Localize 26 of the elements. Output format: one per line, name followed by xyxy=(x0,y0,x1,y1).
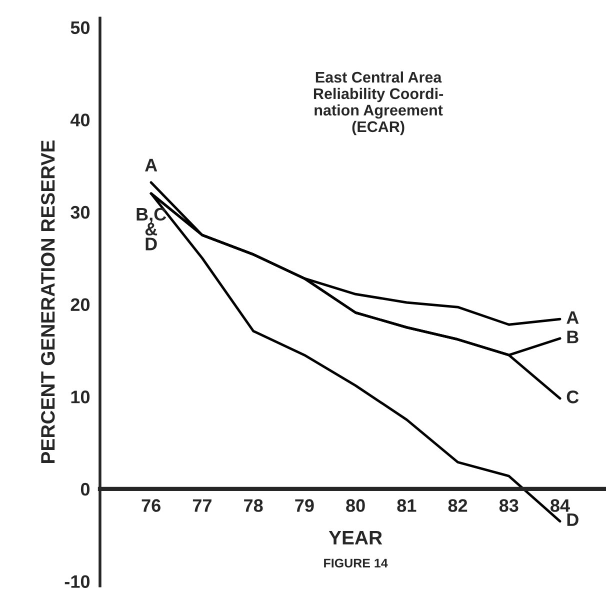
x-tick-label: 84 xyxy=(550,499,570,512)
y-axis-title: PERCENT GENERATION RESERVE xyxy=(41,140,55,463)
y-tick-label: 50 xyxy=(70,21,90,34)
x-tick-label: 78 xyxy=(244,499,263,512)
x-tick-label: 83 xyxy=(499,499,518,512)
x-tick-label: 80 xyxy=(346,499,365,512)
y-tick-label: 20 xyxy=(70,298,90,312)
x-tick-label: 81 xyxy=(397,499,416,512)
text: East Central Area Reliability Coordi- nation Agreement (ECAR) xyxy=(314,71,444,136)
annotation: A xyxy=(145,158,158,172)
x-tick-label: 76 xyxy=(142,499,160,512)
series-label: D xyxy=(567,514,578,526)
series-label: A xyxy=(566,311,579,324)
x-axis-title: YEAR xyxy=(328,530,382,544)
y-tick-label: -10 xyxy=(64,575,90,588)
x-tick-label: 82 xyxy=(448,499,468,512)
y-tick-label: 30 xyxy=(70,206,90,219)
series-label: C xyxy=(566,390,579,404)
y-tick-label: 40 xyxy=(70,114,90,126)
annotation: FIGURE 14 xyxy=(324,558,388,568)
x-tick-label: 79 xyxy=(295,499,314,512)
annotation: B,C & D xyxy=(136,208,166,250)
y-tick-label: 10 xyxy=(71,390,90,404)
y-tick-label: 0 xyxy=(80,482,90,496)
x-tick-label: 77 xyxy=(192,499,212,512)
series-label: B xyxy=(567,330,578,344)
